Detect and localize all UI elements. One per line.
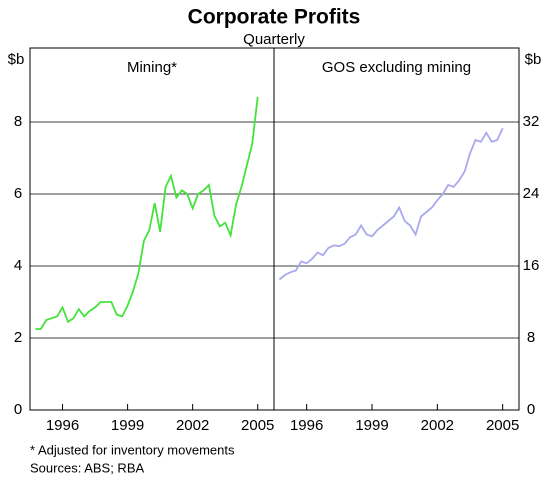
x-tick-label: 1996: [46, 417, 79, 434]
x-tick-label: 2005: [241, 417, 274, 434]
chart-subtitle: Quarterly: [243, 31, 305, 48]
y-tick-label: 8: [527, 329, 535, 346]
y-tick-label: 4: [14, 257, 22, 274]
y-tick-label: 24: [523, 185, 540, 202]
y-axis-label: $b: [8, 51, 25, 68]
data-line: [35, 96, 259, 330]
y2-axis-label: $b: [525, 51, 542, 68]
y-tick-label: 0: [527, 401, 535, 418]
y-tick-label: 8: [14, 113, 22, 130]
x-tick-label: 1999: [111, 417, 144, 434]
y-tick-label: 32: [523, 113, 540, 130]
footnote: * Adjusted for inventory movements: [30, 442, 235, 457]
y-tick-label: 0: [14, 401, 22, 418]
source: Sources: ABS; RBA: [30, 460, 144, 475]
x-tick-label: 2002: [421, 417, 454, 434]
data-line: [278, 127, 504, 281]
y-tick-label: 2: [14, 329, 22, 346]
y-tick-label: 6: [14, 185, 22, 202]
x-tick-label: 1996: [290, 417, 323, 434]
panel-title: GOS excluding mining: [322, 59, 471, 76]
panel-title: Mining*: [127, 59, 177, 76]
x-tick-label: 2005: [486, 417, 519, 434]
x-tick-label: 1999: [355, 417, 388, 434]
y-tick-label: 16: [523, 257, 540, 274]
x-tick-label: 2002: [176, 417, 209, 434]
chart-title: Corporate Profits: [188, 6, 361, 29]
